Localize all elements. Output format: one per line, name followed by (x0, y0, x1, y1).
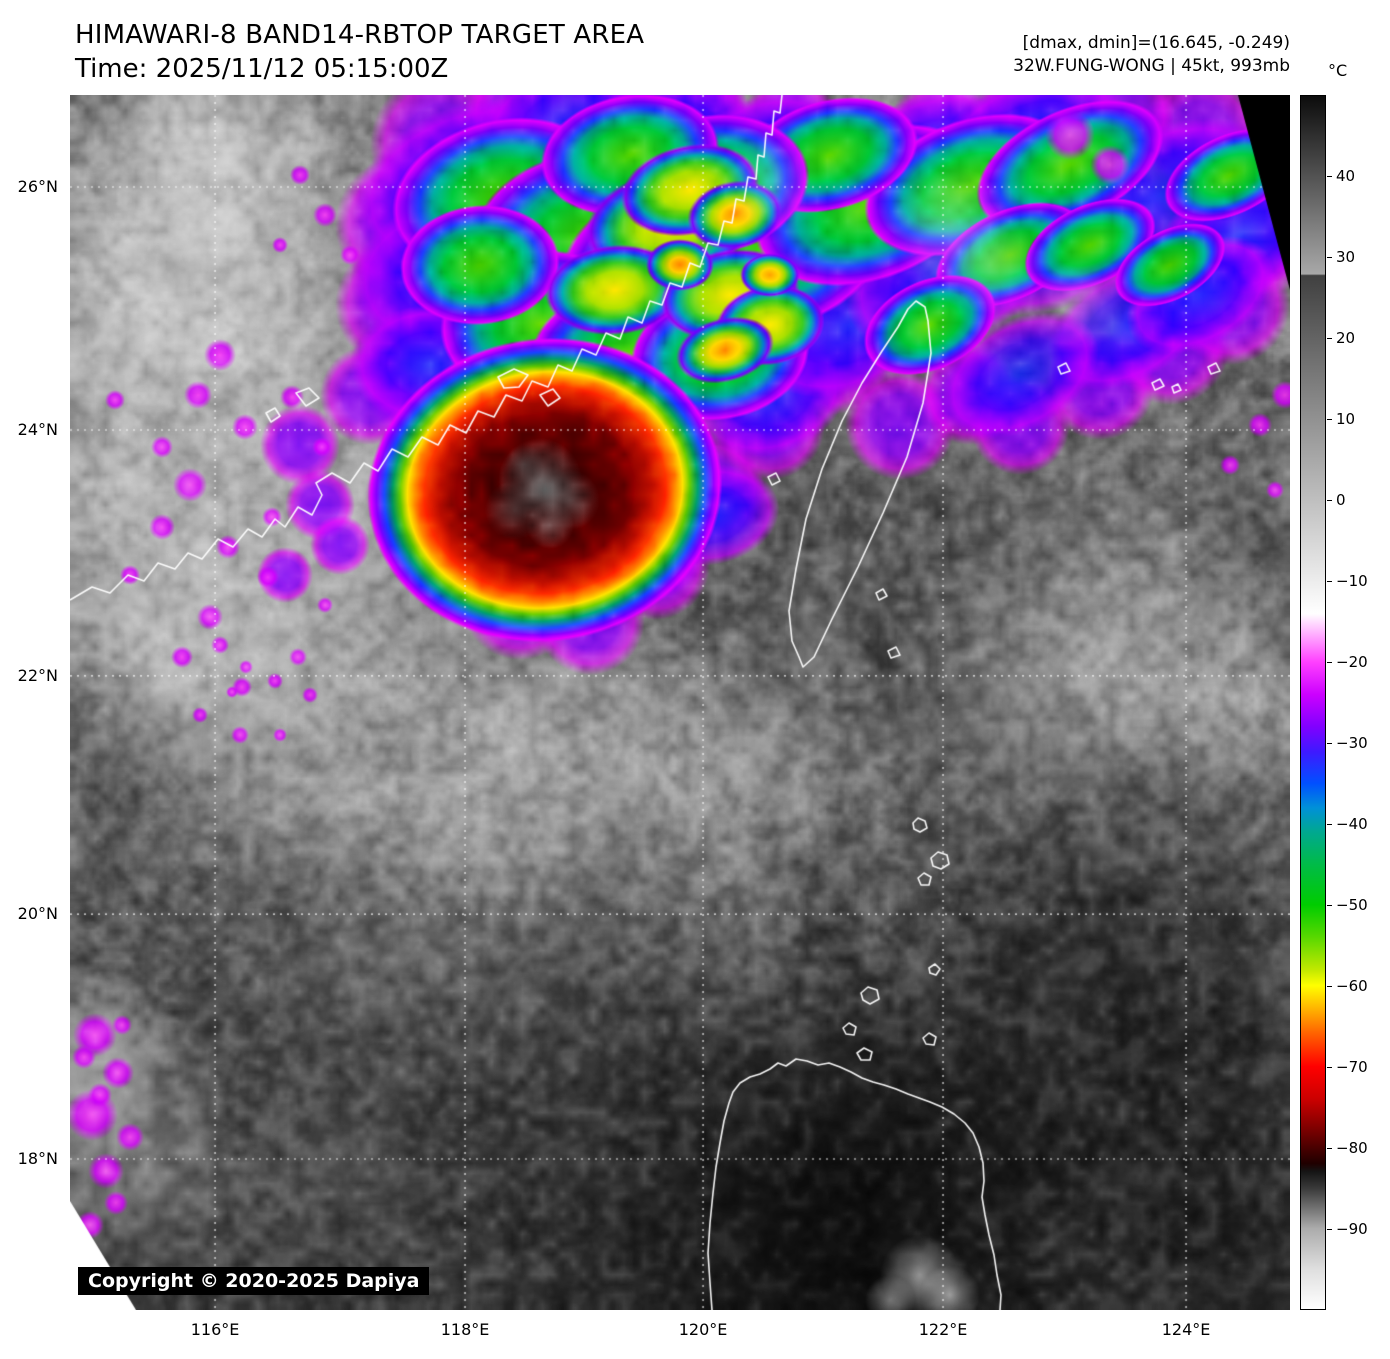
colorbar: °C 40 30 20 10 0 −10 −20 −30 −40 −50 −60 −70 −80 −90 (1300, 61, 1390, 1310)
latitude-label: 18°N (17, 1148, 58, 1168)
colorbar-tickmark (1327, 986, 1332, 987)
colorbar-tickmark (1327, 500, 1332, 501)
latitude-label: 26°N (17, 176, 58, 196)
colorbar-tick-label: 10 (1336, 410, 1356, 428)
colorbar-tickmark (1327, 338, 1332, 339)
colorbar-tickmark (1327, 905, 1332, 906)
colorbar-tick-label: −30 (1336, 734, 1368, 752)
longitude-label: 120°E (678, 1320, 728, 1339)
colorbar-tick-label: −80 (1336, 1139, 1368, 1157)
longitude-label: 116°E (190, 1320, 240, 1339)
colorbar-tick-label: −60 (1336, 977, 1368, 995)
latitude-label: 22°N (17, 665, 58, 685)
colorbar-tick-label: −40 (1336, 815, 1368, 833)
colorbar-tickmark (1327, 662, 1332, 663)
latitude-axis: 26°N 24°N 22°N 20°N 18°N (0, 95, 62, 1310)
colorbar-tickmark (1327, 1067, 1332, 1068)
colorbar-tick-label: −90 (1336, 1220, 1368, 1238)
longitude-axis: 116°E 118°E 120°E 122°E 124°E (70, 1320, 1290, 1350)
storm-info: 32W.FUNG-WONG | 45kt, 993mb (1013, 56, 1290, 76)
satellite-map: Copyright © 2020-2025 Dapiya (70, 95, 1290, 1310)
colorbar-tick-label: 30 (1336, 248, 1356, 266)
colorbar-tick-label: 0 (1336, 491, 1346, 509)
colorbar-tick-label: −10 (1336, 572, 1368, 590)
colorbar-tickmark (1327, 419, 1332, 420)
colorbar-tick-label: 40 (1336, 167, 1356, 185)
timestamp: Time: 2025/11/12 05:15:00Z (75, 54, 449, 84)
satellite-image-canvas (70, 95, 1290, 1310)
page-title: HIMAWARI-8 BAND14-RBTOP TARGET AREA (75, 20, 645, 50)
image-stats: [dmax, dmin]=(16.645, -0.249) 32W.FUNG-W… (1013, 32, 1290, 78)
colorbar-unit-label: °C (1328, 61, 1348, 80)
colorbar-tickmark (1327, 176, 1332, 177)
colorbar-tickmark (1327, 1229, 1332, 1230)
colorbar-tick-label: −20 (1336, 653, 1368, 671)
colorbar-tickmark (1327, 257, 1332, 258)
longitude-label: 118°E (440, 1320, 490, 1339)
latitude-label: 20°N (17, 904, 58, 924)
longitude-label: 124°E (1161, 1320, 1211, 1339)
colorbar-tickmark (1327, 1148, 1332, 1149)
colorbar-tickmark (1327, 743, 1332, 744)
colorbar-tickmark (1327, 581, 1332, 582)
copyright-badge: Copyright © 2020-2025 Dapiya (78, 1267, 430, 1295)
colorbar-tickmark (1327, 824, 1332, 825)
colorbar-tick-label: 20 (1336, 329, 1356, 347)
dmax-dmin-readout: [dmax, dmin]=(16.645, -0.249) (1022, 33, 1290, 53)
colorbar-tick-label: −50 (1336, 896, 1368, 914)
latitude-label: 24°N (17, 419, 58, 439)
colorbar-tick-label: −70 (1336, 1058, 1368, 1076)
colorbar-gradient (1300, 95, 1326, 1310)
longitude-label: 122°E (918, 1320, 968, 1339)
